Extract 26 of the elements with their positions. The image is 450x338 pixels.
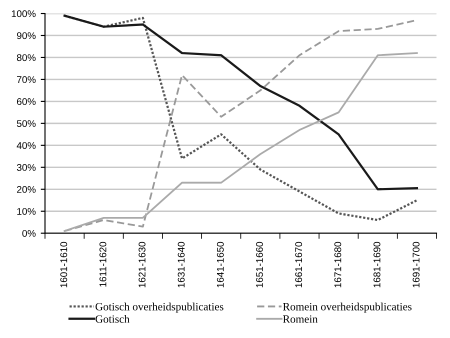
y-tick-label: 10% [17, 208, 36, 215]
line-series [64, 52, 418, 232]
y-tick-label: 40% [16, 142, 36, 149]
x-tick-label: 1691-1700 [412, 242, 420, 288]
y-tick-label: 60% [17, 98, 36, 106]
x-tick-label: 1611-1620 [99, 242, 106, 287]
y-tick-label: 70% [17, 76, 36, 84]
y-tick-label: 0% [22, 230, 36, 237]
x-tick-label: 1641-1650 [216, 242, 224, 288]
x-tick-label: 1621-1630 [138, 242, 146, 288]
x-tick-label: 1601-1610 [60, 242, 68, 288]
y-tick-label: 20% [17, 186, 36, 193]
legend-label: Romein [282, 315, 318, 323]
x-tick-label: 1671-1680 [334, 242, 342, 288]
y-tick-label: 90% [16, 32, 36, 40]
y-tick-label: 30% [16, 164, 36, 171]
legend-label: Gotisch [96, 314, 130, 323]
x-tick-label: 1661-1670 [295, 242, 302, 288]
x-tick-label: 1681-1690 [374, 242, 380, 288]
y-tick-label: 50% [16, 120, 36, 127]
x-tick-label: 1631-1640 [178, 242, 185, 288]
legend-label: Romein overheidspublicaties [282, 302, 412, 313]
x-tick-label: 1651-1660 [256, 242, 263, 288]
y-tick-label: 80% [16, 54, 36, 62]
legend-label: Gotisch overheidspublicaties [96, 302, 224, 313]
y-tick-label: 100% [12, 10, 36, 18]
